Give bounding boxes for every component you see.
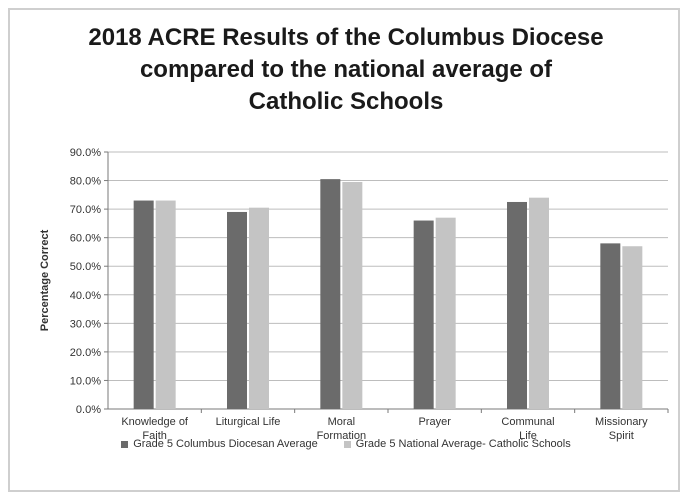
bar-diocesan (413, 220, 434, 409)
y-tick-label: 50.0% (70, 261, 101, 273)
bar-diocesan (227, 211, 247, 409)
x-category-label-line: Life (519, 430, 537, 442)
chart-title-line-1: 2018 ACRE Results of the Columbus Dioces… (88, 24, 604, 51)
bar-national (435, 217, 456, 409)
y-tick-label: 90.0% (70, 147, 101, 159)
x-category-label-line: Moral (328, 416, 356, 428)
legend-swatch-national (343, 440, 351, 448)
y-tick-label: 80.0% (70, 176, 101, 188)
bar-diocesan (507, 201, 527, 409)
x-category-label: Communal Life (501, 416, 554, 442)
y-tick-label: 0.0% (76, 404, 101, 416)
legend-item-diocesan: Grade 5 Columbus Diocesan Average (121, 438, 318, 450)
y-tick-label: 10.0% (70, 375, 101, 387)
legend-swatch-diocesan (121, 440, 129, 448)
y-tick-label: 60.0% (70, 233, 101, 245)
x-category-label: Prayer (418, 416, 451, 428)
y-tick-label: 30.0% (70, 318, 101, 330)
legend-item-national: Grade 5 National Average- Catholic Schoo… (343, 438, 571, 450)
legend-label-national: Grade 5 National Average- Catholic Schoo… (355, 438, 571, 450)
bar-national (342, 181, 363, 409)
x-category-label: Liturgical Life (216, 416, 281, 428)
x-category-label-line: Knowledge of (121, 416, 189, 428)
y-tick-label: 20.0% (70, 347, 101, 359)
x-category-label-line: Prayer (418, 416, 451, 428)
y-tick-label: 70.0% (70, 204, 101, 216)
chart-title: 2018 ACRE Results of the Columbus Dioces… (0, 22, 692, 118)
bar-diocesan (133, 200, 154, 409)
chart-title-line-3: Catholic Schools (248, 88, 444, 115)
x-category-label-line: Missionary (595, 416, 648, 428)
chart-legend: Grade 5 Columbus Diocesan Average Grade … (0, 438, 692, 450)
x-category-label-line: Communal (501, 416, 554, 428)
bar-national (622, 246, 643, 409)
bar-national (249, 207, 269, 409)
x-category-label: Knowledge of Faith (121, 416, 189, 442)
y-axis-label: Percentage Correct (39, 229, 51, 331)
y-tick-label: 40.0% (70, 290, 101, 302)
x-category-label-line: Faith (142, 430, 166, 442)
x-category-label-line: Formation (317, 430, 367, 442)
bar-national (529, 197, 549, 409)
bar-national (155, 200, 176, 409)
legend-label-diocesan: Grade 5 Columbus Diocesan Average (133, 438, 318, 450)
bar-diocesan (320, 179, 341, 409)
x-category-label-line: Liturgical Life (216, 416, 281, 428)
bar-diocesan (600, 243, 621, 409)
x-category-label: Missionary Spirit (595, 416, 648, 442)
x-category-label-line: Spirit (609, 430, 634, 442)
x-category-label: Moral Formation (317, 416, 367, 442)
chart-title-line-2: compared to the national average of (139, 56, 553, 83)
